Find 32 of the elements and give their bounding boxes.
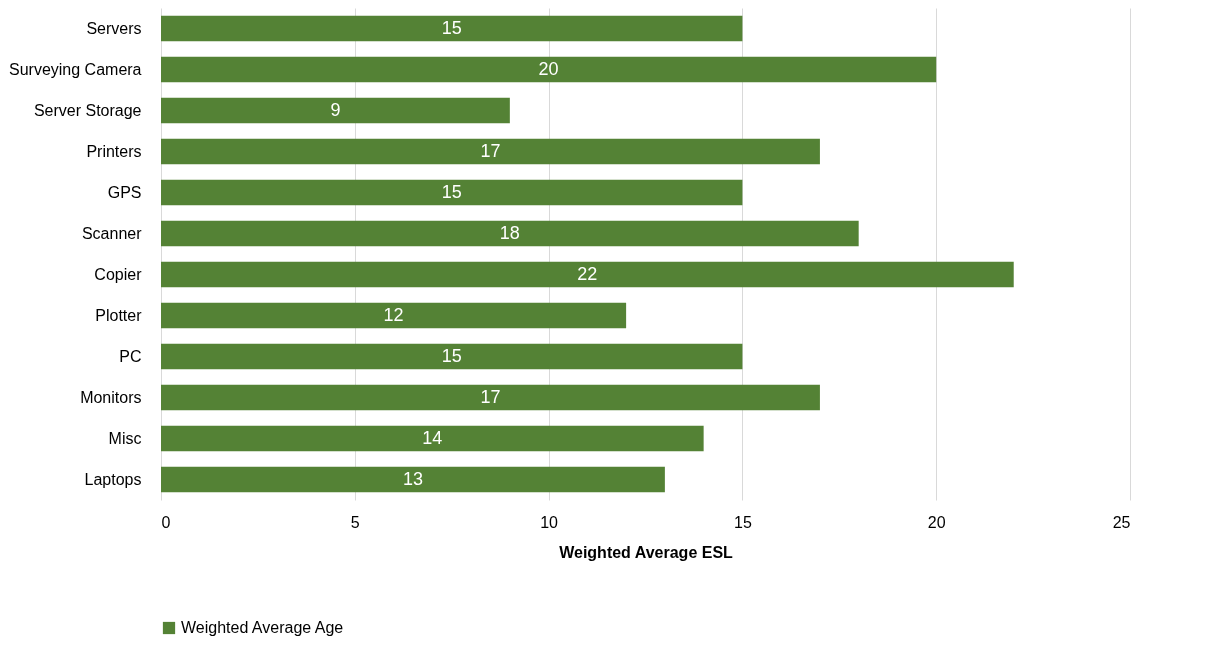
data-label: 13 [402, 468, 423, 489]
data-label: 17 [480, 140, 501, 161]
data-label: 15 [441, 345, 462, 366]
legend-label: Weighted Average Age [181, 619, 344, 636]
y-tick-label: Plotter [95, 306, 143, 324]
x-tick-label: 10 [540, 513, 559, 531]
x-tick-label: 0 [161, 513, 171, 531]
y-tick-label: Laptops [84, 470, 142, 488]
y-tick-label: Misc [108, 429, 142, 447]
data-label: 9 [330, 99, 341, 120]
data-label: 22 [577, 263, 598, 284]
x-tick-label: 20 [927, 513, 946, 531]
y-tick-label: Printers [86, 142, 142, 160]
data-label: 14 [422, 427, 443, 448]
y-tick-label: Copier [94, 265, 143, 283]
data-label: 20 [538, 58, 559, 79]
x-tick-label: 5 [350, 513, 360, 531]
y-tick-label: Server Storage [33, 101, 142, 119]
y-tick-label: Scanner [81, 224, 143, 242]
y-tick-label: PC [119, 347, 142, 365]
x-tick-label: 25 [1112, 513, 1131, 531]
data-label: 12 [383, 304, 404, 325]
data-label: 17 [480, 386, 501, 407]
x-tick-label: 15 [734, 513, 752, 531]
y-tick-label: GPS [107, 183, 142, 201]
data-label: 18 [499, 222, 520, 243]
y-tick-label: Surveying Camera [9, 60, 142, 78]
data-label: 15 [441, 181, 462, 202]
y-tick-label: Monitors [80, 388, 142, 406]
y-tick-label: Servers [86, 19, 142, 37]
x-axis-title: Weighted Average ESL [559, 543, 734, 561]
data-label: 15 [441, 17, 462, 38]
